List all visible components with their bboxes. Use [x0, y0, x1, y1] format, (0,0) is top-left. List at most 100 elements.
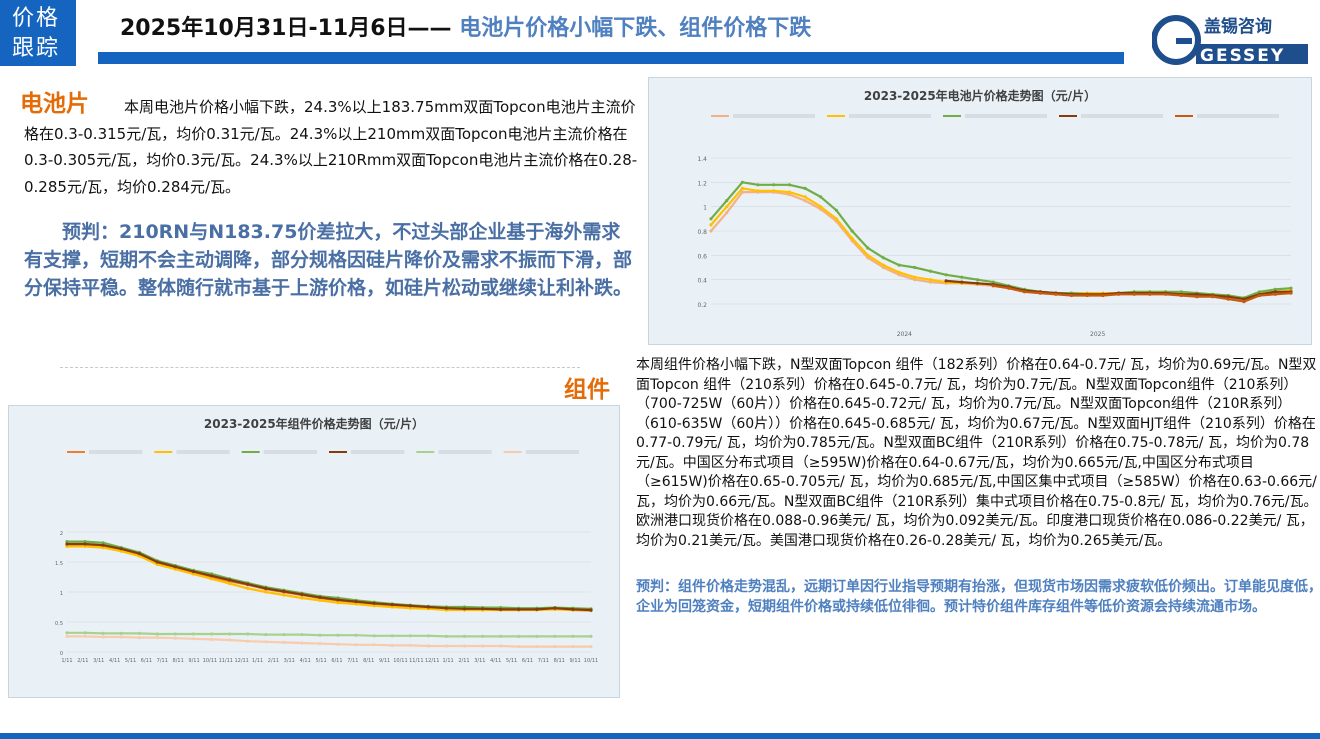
series-point	[819, 195, 823, 199]
y-tick-label: 1	[60, 591, 63, 597]
series-point	[1273, 292, 1277, 296]
y-tick-label: 0.4	[697, 278, 707, 285]
series-point	[960, 275, 964, 279]
series-point	[444, 634, 448, 638]
series-point	[944, 273, 948, 277]
series-point	[866, 253, 870, 257]
series-point	[173, 636, 177, 640]
series-point	[1179, 290, 1183, 294]
legend-label-placeholder	[849, 114, 931, 118]
series-point	[228, 582, 232, 586]
series-point	[191, 572, 196, 576]
footer-bar	[0, 733, 1320, 739]
series-point	[481, 607, 485, 611]
series-point	[740, 186, 744, 190]
series-point	[913, 265, 917, 270]
series-point	[65, 544, 69, 548]
y-tick-label: 0.2	[697, 302, 707, 309]
series-point	[65, 634, 69, 638]
series-point	[897, 270, 901, 274]
series-point	[246, 586, 250, 590]
series-point	[709, 229, 713, 233]
series-point	[65, 542, 69, 546]
series-point	[83, 540, 87, 544]
series-point	[928, 280, 933, 284]
series-point	[300, 641, 304, 645]
series-line-3	[67, 542, 592, 612]
series-point	[1273, 287, 1277, 291]
series-point	[1007, 286, 1011, 290]
x-tick-label: 10/11	[584, 658, 598, 664]
legend-label-placeholder	[263, 450, 317, 454]
series-point	[1038, 291, 1042, 295]
series-point	[228, 632, 232, 636]
series-point	[408, 634, 412, 638]
series-point	[725, 205, 729, 209]
x-tick-label: 2024	[897, 331, 912, 338]
x-tick-label: 8/11	[554, 658, 565, 664]
series-point	[881, 265, 885, 270]
series-point	[228, 578, 232, 582]
x-tick-label: 7/11	[347, 658, 358, 664]
series-point	[264, 586, 268, 590]
x-tick-label: 8/11	[173, 658, 184, 664]
x-tick-label: 2/11	[458, 658, 469, 664]
legend-label-placeholder	[176, 450, 230, 454]
series-point	[137, 636, 141, 640]
series-point	[119, 547, 123, 551]
series-point	[1258, 293, 1262, 298]
series-point	[1101, 293, 1105, 298]
series-point	[1211, 295, 1215, 299]
series-point	[264, 640, 268, 644]
series-point	[390, 605, 394, 609]
series-point	[191, 632, 196, 636]
x-tick-label: 12/11	[234, 658, 248, 664]
x-tick-label: 6/11	[522, 658, 533, 664]
cell-section-heading: 电池片	[20, 91, 89, 117]
series-point	[709, 223, 713, 227]
series-line-1	[710, 187, 1292, 301]
series-point	[282, 589, 286, 593]
cell-price-chart-svg: 2023-2025年电池片价格走势图（元/片） 1.4 1.2 1 0.8 0.6 0.4 0…	[697, 88, 1293, 338]
legend-label-placeholder	[438, 450, 492, 454]
series-point	[282, 633, 286, 637]
series-point	[426, 605, 430, 609]
series-point	[913, 278, 917, 282]
series-point	[517, 607, 521, 611]
series-point	[137, 554, 141, 558]
x-tick-label: 8/11	[363, 658, 374, 664]
series-point	[803, 195, 807, 199]
x-tick-label: 3/11	[474, 658, 485, 664]
series-point	[300, 596, 304, 600]
x-tick-label: 9/11	[379, 658, 390, 664]
series-point	[803, 199, 807, 203]
series-point	[787, 190, 791, 194]
series-point	[390, 634, 394, 638]
series-point	[246, 632, 250, 636]
series-line-5	[67, 635, 591, 648]
series-point	[1289, 286, 1293, 290]
chart-title: 2023-2025年电池片价格走势图（元/片）	[864, 88, 1096, 103]
series-point	[210, 637, 214, 641]
series-point	[1054, 292, 1058, 296]
series-point	[155, 632, 159, 636]
legend-label-placeholder	[525, 450, 579, 454]
series-point	[336, 642, 340, 646]
series-point	[1132, 292, 1136, 296]
series-point	[101, 631, 105, 635]
x-tick-label: 7/11	[538, 658, 549, 664]
x-tick-label: 3/11	[93, 658, 104, 664]
series-line-4	[993, 284, 1292, 303]
x-tick-label: 7/11	[157, 658, 168, 664]
series-point	[119, 635, 123, 639]
series-point	[571, 634, 575, 638]
x-tick-label: 9/11	[188, 658, 199, 664]
series-point	[928, 278, 933, 282]
series-point	[1258, 290, 1262, 294]
series-point	[517, 634, 521, 638]
series-point	[372, 643, 376, 647]
series-point	[1273, 290, 1277, 294]
series-point	[1085, 293, 1089, 298]
x-tick-label: 11/11	[409, 658, 423, 664]
series-point	[1022, 290, 1027, 294]
